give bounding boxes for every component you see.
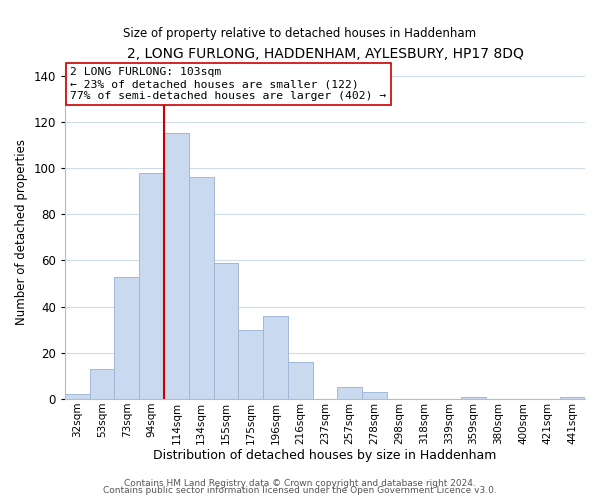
Y-axis label: Number of detached properties: Number of detached properties xyxy=(15,138,28,324)
Bar xyxy=(65,394,90,399)
Bar xyxy=(214,262,238,399)
X-axis label: Distribution of detached houses by size in Haddenham: Distribution of detached houses by size … xyxy=(153,450,497,462)
Bar xyxy=(337,388,362,399)
Bar xyxy=(263,316,288,399)
Text: Contains public sector information licensed under the Open Government Licence v3: Contains public sector information licen… xyxy=(103,486,497,495)
Title: 2, LONG FURLONG, HADDENHAM, AYLESBURY, HP17 8DQ: 2, LONG FURLONG, HADDENHAM, AYLESBURY, H… xyxy=(127,48,523,62)
Bar xyxy=(139,172,164,399)
Bar xyxy=(238,330,263,399)
Bar xyxy=(115,276,139,399)
Bar xyxy=(90,369,115,399)
Bar xyxy=(189,178,214,399)
Bar xyxy=(288,362,313,399)
Bar xyxy=(461,396,486,399)
Text: Size of property relative to detached houses in Haddenham: Size of property relative to detached ho… xyxy=(124,28,476,40)
Bar xyxy=(164,134,189,399)
Text: Contains HM Land Registry data © Crown copyright and database right 2024.: Contains HM Land Registry data © Crown c… xyxy=(124,478,476,488)
Bar xyxy=(362,392,387,399)
Bar xyxy=(560,396,585,399)
Text: 2 LONG FURLONG: 103sqm
← 23% of detached houses are smaller (122)
77% of semi-de: 2 LONG FURLONG: 103sqm ← 23% of detached… xyxy=(70,68,386,100)
